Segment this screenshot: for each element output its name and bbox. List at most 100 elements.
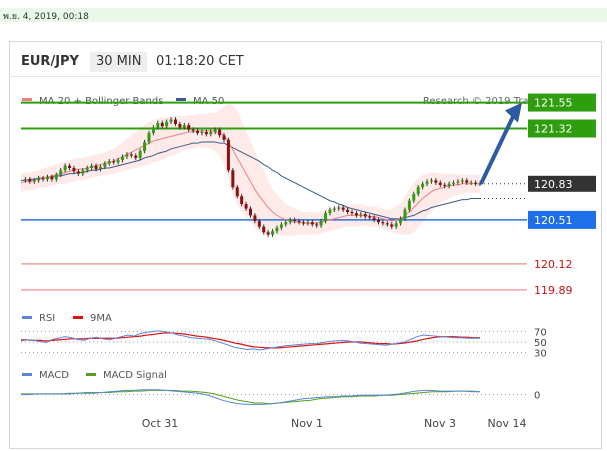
candle-body: [425, 181, 429, 184]
macd-line: [21, 389, 480, 405]
rsi-level-label: 30: [534, 349, 547, 360]
current-price-tag: [528, 175, 596, 192]
chart-frame: [9, 41, 602, 449]
current-price-label: 120.83: [534, 178, 573, 191]
candle-body: [319, 221, 323, 226]
bollinger-band: [21, 103, 480, 236]
candle-body: [315, 224, 319, 226]
candle-body: [266, 232, 270, 235]
candle-body: [262, 226, 266, 233]
candle-body: [359, 214, 363, 216]
candle-body: [107, 161, 111, 164]
candle-body: [376, 219, 380, 223]
macd-legend-swatch: [22, 373, 32, 376]
candle-body: [328, 209, 332, 214]
legend-label: MA 50: [193, 96, 224, 107]
candle-body: [350, 212, 354, 214]
candle-body: [244, 204, 248, 209]
candle-body: [213, 129, 217, 132]
candle-body: [94, 165, 98, 170]
candle-body: [76, 171, 80, 174]
candle-body: [196, 130, 200, 134]
candle-body: [469, 182, 473, 184]
candle-body: [125, 154, 129, 157]
candle-body: [416, 187, 420, 194]
candle-body: [182, 125, 186, 128]
candle-body: [293, 219, 297, 222]
candle-body: [85, 168, 89, 171]
candle-body: [240, 196, 244, 205]
candle-body: [98, 166, 102, 170]
support-label: 120.51: [534, 214, 573, 227]
candle-body: [63, 165, 67, 171]
candle-body: [452, 182, 456, 184]
candle-body: [438, 182, 442, 185]
candle-body: [275, 227, 279, 232]
candle-body: [68, 165, 72, 168]
macd-legend-label: MACD Signal: [103, 370, 167, 381]
candle-body: [337, 207, 341, 209]
candle-body: [310, 222, 314, 225]
candle-body: [23, 179, 27, 181]
timeframe-badge[interactable]: 30 MIN: [90, 52, 148, 72]
candle-body: [399, 218, 403, 224]
rsi-legend-swatch: [22, 316, 32, 319]
candle-body: [346, 209, 350, 212]
candle-body: [116, 160, 120, 163]
x-tick-label: Nov 14: [488, 417, 527, 430]
candle-body: [151, 127, 155, 134]
candle-body: [306, 222, 310, 224]
rsi-level-label: 70: [534, 327, 547, 338]
support-label: 120.12: [534, 258, 573, 271]
projection-arrow-head: [505, 102, 522, 123]
candle-body: [54, 174, 58, 180]
candle-body: [147, 133, 151, 143]
candle-body: [59, 170, 63, 175]
resistance-label: 121.55: [534, 97, 573, 110]
candle-body: [363, 214, 367, 217]
candle-body: [288, 219, 292, 223]
macd-legend-label: MACD: [39, 370, 69, 381]
header-divider: [9, 76, 601, 77]
candle-body: [412, 193, 416, 201]
candle-body: [72, 168, 76, 172]
candle-body: [447, 183, 451, 187]
candle-body: [178, 124, 182, 128]
candle-body: [443, 184, 447, 187]
macd-legend-swatch: [86, 373, 96, 376]
candle-body: [165, 121, 169, 127]
candle-body: [271, 231, 275, 235]
candle-body: [421, 183, 425, 188]
candle-body: [465, 180, 469, 183]
candle-body: [156, 122, 160, 128]
candle-body: [231, 170, 235, 188]
candle-body: [324, 213, 328, 222]
candle-body: [143, 142, 147, 152]
support-tag: [528, 210, 596, 229]
candle-body: [200, 131, 204, 134]
candle-body: [41, 178, 45, 180]
legend-swatch: [22, 98, 32, 101]
candle-body: [169, 119, 173, 122]
legend-swatch: [176, 98, 186, 101]
candle-body: [434, 180, 438, 183]
candle-body: [235, 187, 239, 197]
candle-body: [187, 125, 191, 130]
candle-body: [390, 224, 394, 227]
date-stamp: พ.ย. 4, 2019, 00:18: [3, 12, 89, 22]
date-bar: พ.ย. 4, 2019, 00:18: [0, 8, 607, 22]
candle-body: [249, 208, 252, 216]
candle-body: [332, 208, 336, 210]
candle-body: [37, 178, 41, 181]
candle-body: [403, 209, 407, 219]
candle-body: [32, 180, 36, 182]
candle-body: [45, 177, 49, 180]
projection-arrow-shaft: [479, 113, 516, 185]
legend-label: MA 20 + Bollinger Bands: [39, 96, 163, 107]
candle-body: [138, 151, 142, 158]
macd-zero-label: 0: [534, 391, 540, 402]
clock-label: 01:18:20 CET: [156, 54, 244, 69]
candle-body: [368, 216, 372, 218]
candle-body: [301, 222, 305, 224]
